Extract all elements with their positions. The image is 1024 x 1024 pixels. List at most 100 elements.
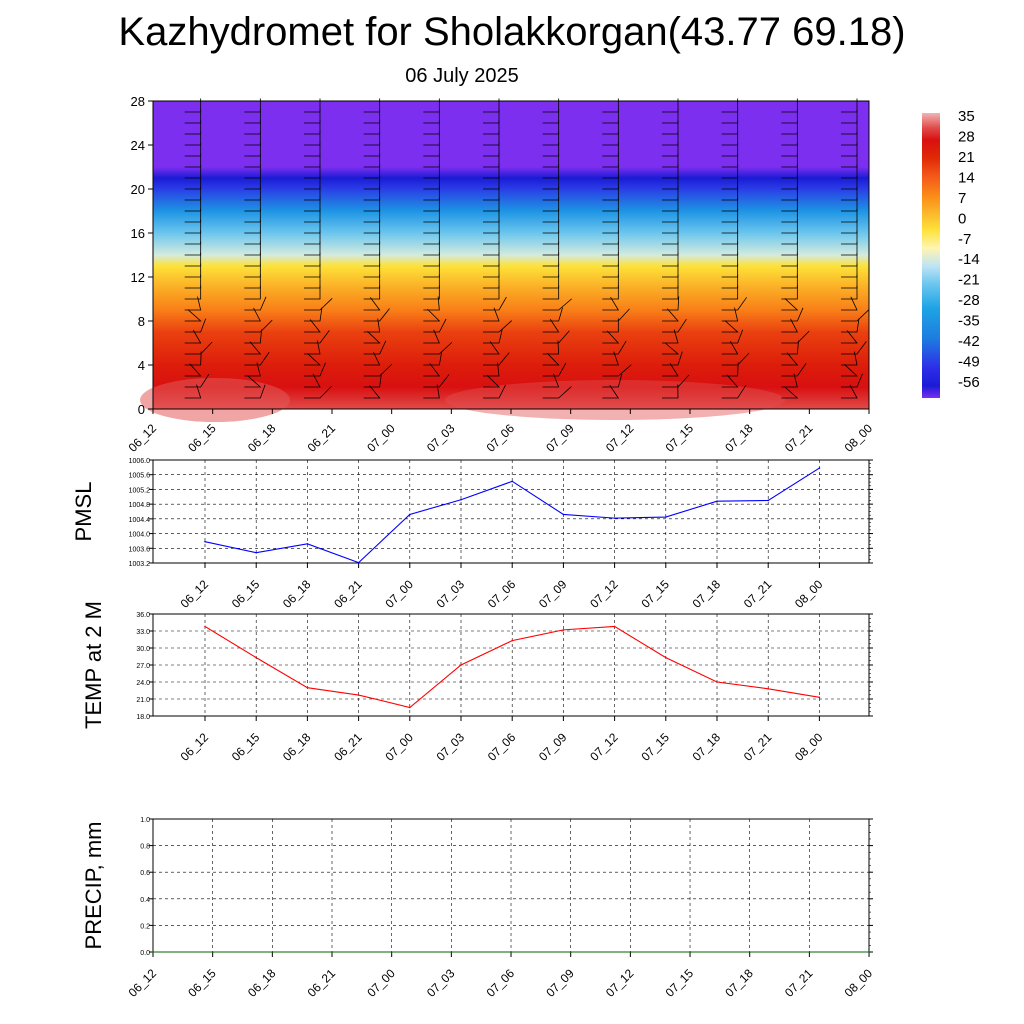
data-point <box>390 951 393 953</box>
wind-barb <box>542 219 560 234</box>
y-tick-label: 1003.2 <box>129 561 151 568</box>
wind-barb <box>304 208 321 223</box>
wind-barb <box>304 274 321 289</box>
wind-barb <box>423 374 450 388</box>
wind-barb <box>423 363 441 377</box>
wind-barb <box>184 329 202 344</box>
chart-title: Kazhydromet for Sholakkorgan(43.77 69.18… <box>118 10 906 54</box>
wind-barb <box>721 274 739 289</box>
wind-barb <box>662 98 679 113</box>
wind-barb <box>841 131 858 146</box>
wind-barb <box>304 175 321 190</box>
wind-barb <box>841 98 858 113</box>
colorbar-label: -56 <box>958 374 980 391</box>
wind-barb <box>363 373 382 388</box>
wind-barb <box>304 330 330 344</box>
y-tick-label: 36.0 <box>136 612 150 619</box>
colorbar-label: -35 <box>958 313 980 330</box>
wind-barb <box>304 263 321 278</box>
x-tick-label: 07_09 <box>536 730 570 764</box>
wind-barb <box>662 208 679 223</box>
wind-barb <box>841 186 858 201</box>
wind-barb <box>423 142 440 157</box>
wind-barb <box>184 384 202 399</box>
wind-barb <box>542 307 563 322</box>
wind-barb <box>483 352 510 366</box>
wind-barb <box>184 318 207 333</box>
wind-barb <box>542 285 560 300</box>
wind-barb <box>542 153 560 168</box>
x-tick-label: 06_12 <box>126 421 160 455</box>
wind-barb <box>662 120 679 135</box>
wind-barb <box>721 297 747 311</box>
wind-barb <box>244 175 261 190</box>
wind-barb <box>483 109 500 124</box>
wind-barb <box>841 142 858 157</box>
wind-barb <box>423 263 440 278</box>
wind-barb <box>662 274 679 289</box>
data-point <box>665 656 667 659</box>
wind-barb <box>483 274 500 289</box>
wind-barb <box>781 373 798 388</box>
wind-barb <box>841 318 860 333</box>
wind-barb <box>781 164 798 179</box>
wind-barb <box>542 230 560 245</box>
wind-barb <box>662 186 679 201</box>
data-point <box>255 656 257 659</box>
wind-barb <box>423 219 440 234</box>
wind-barb <box>363 241 381 256</box>
x-tick-label: 07_03 <box>424 966 458 1000</box>
wind-barb <box>363 197 381 212</box>
wind-barb <box>841 274 858 289</box>
wind-barb <box>602 252 619 267</box>
wind-barb <box>304 197 321 212</box>
wind-barb <box>721 374 739 388</box>
wind-barb <box>602 318 619 333</box>
wind-barb <box>244 142 261 157</box>
x-tick-label: 07_12 <box>603 421 637 455</box>
wind-barb <box>542 208 560 223</box>
x-tick-label: 07_15 <box>663 966 697 1000</box>
x-tick-label: 07_00 <box>364 966 398 1000</box>
x-tick-label: 06_12 <box>178 577 212 611</box>
x-tick-label: 06_21 <box>331 577 365 611</box>
wind-barb <box>781 274 798 289</box>
wind-barb <box>244 307 261 322</box>
wind-barb <box>244 341 262 355</box>
x-tick-label: 07_03 <box>434 730 468 764</box>
data-point <box>211 951 214 953</box>
wind-barb <box>662 263 679 278</box>
wind-barb <box>721 285 739 300</box>
wind-barb <box>662 175 679 190</box>
wind-barb <box>423 175 440 190</box>
wind-barb <box>781 175 798 190</box>
wind-barb <box>244 241 261 256</box>
wind-barb <box>304 186 321 201</box>
data-point <box>868 951 870 953</box>
wind-barb <box>781 120 798 135</box>
x-tick-label: 07_03 <box>424 421 458 455</box>
wind-barb <box>304 153 321 168</box>
wind-barb <box>423 208 440 223</box>
x-tick-label: 07_06 <box>484 966 518 1000</box>
data-point <box>767 688 769 690</box>
wind-barb <box>363 297 381 311</box>
wind-barb <box>363 109 381 124</box>
y-tick-label: 1005.2 <box>129 487 151 494</box>
wind-barb <box>602 241 619 256</box>
data-point <box>818 467 821 469</box>
x-tick-label: 07_06 <box>485 730 519 764</box>
data-point <box>629 951 632 953</box>
wind-barb <box>841 197 858 212</box>
wind-barb <box>602 230 619 245</box>
wind-barb <box>184 351 202 366</box>
wind-barb <box>184 363 202 377</box>
wind-barb <box>423 318 447 333</box>
x-tick-label: 06_18 <box>245 421 279 455</box>
data-point <box>331 951 333 953</box>
wind-barb <box>304 241 321 256</box>
x-tick-label: 07_12 <box>587 577 621 611</box>
x-tick-label: 06_15 <box>229 577 263 611</box>
wind-barb <box>721 164 739 179</box>
wind-barb <box>781 109 798 124</box>
